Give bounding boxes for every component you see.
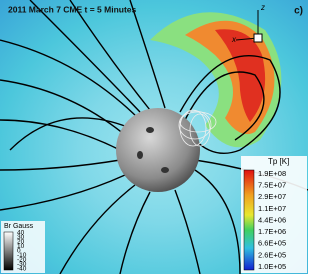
- origin-box: [253, 33, 263, 43]
- colorbar-tick-label: 7.5E+07: [258, 181, 286, 190]
- axes-indicator: x z: [231, 3, 265, 44]
- field-line: [59, 184, 136, 274]
- sunspot: [161, 167, 169, 173]
- colorbar-tick-label: -10: [17, 252, 27, 259]
- field-line: [0, 174, 126, 211]
- colorbar-title: Br Gauss: [4, 223, 34, 230]
- rope-loop: [189, 113, 211, 147]
- panel-label: c): [294, 6, 303, 17]
- colorbar-tick-label: 6.6E+05: [258, 239, 286, 248]
- colorbar-tick-label: 4.4E+06: [258, 215, 286, 224]
- sun: [116, 108, 200, 192]
- shock-core: [215, 29, 266, 123]
- z-label: z: [260, 3, 265, 12]
- x-label: x: [231, 35, 237, 44]
- field-line: [9, 117, 131, 151]
- visualization: x z 2011 March 7 CME t = 5 Minutes c) Br…: [0, 0, 308, 274]
- page: {"header": {"title": "2011 March 7 CME t…: [0, 0, 308, 274]
- colorbar-tick-label: 20: [17, 239, 25, 246]
- colorbar-gradient: [3, 231, 14, 271]
- field-line: [0, 159, 121, 171]
- sunspot: [146, 127, 154, 133]
- colorbar-gradient: [243, 169, 255, 271]
- field-lines: [0, 0, 308, 274]
- colorbar-tick-label: 30: [17, 234, 25, 241]
- colorbar-right: Tp [K] 1.9E+08 7.5E+07 2.9E+07 1.1E+07 4.4E+…: [241, 156, 307, 273]
- sunspot: [137, 151, 143, 159]
- flux-rope: [178, 109, 217, 147]
- colorbar-tick-label: 2.9E+07: [258, 192, 286, 201]
- colorbar-tick-label: 1.0E+05: [258, 262, 286, 271]
- field-line: [69, 0, 151, 111]
- field-line: [174, 189, 201, 274]
- field-line: [29, 0, 141, 113]
- colorbar-tick-label: -20: [17, 257, 27, 264]
- field-line: [129, 0, 166, 109]
- title: 2011 March 7 CME t = 5 Minutes: [8, 4, 137, 14]
- field-line: [0, 79, 126, 136]
- rope-loop: [179, 111, 217, 133]
- field-line: [0, 39, 141, 121]
- colorbar-tick-label: 1.9E+08: [258, 169, 286, 178]
- rope-loop: [178, 110, 212, 140]
- colorbar-tick-label: -30: [17, 261, 27, 268]
- colorbar-tick-label: 1.7E+06: [258, 227, 286, 236]
- colorbar-tick-label: 10: [17, 243, 25, 250]
- sunspots: [137, 127, 169, 173]
- colorbar-tick-label: 40: [17, 230, 25, 237]
- field-line: [0, 119, 121, 151]
- colorbar-tick-label: 1.1E+07: [258, 204, 286, 213]
- rope-loop: [179, 109, 207, 147]
- field-line: [179, 55, 281, 154]
- colorbar-tick-label: -40: [17, 266, 27, 273]
- field-line: [194, 169, 241, 274]
- colorbar-tick-label: 0: [17, 248, 21, 255]
- field-line: [184, 71, 265, 141]
- colorbar-tick-label: 2.6E+05: [258, 250, 286, 259]
- field-line: [119, 191, 151, 274]
- colorbar-title: Tp [K]: [268, 157, 289, 166]
